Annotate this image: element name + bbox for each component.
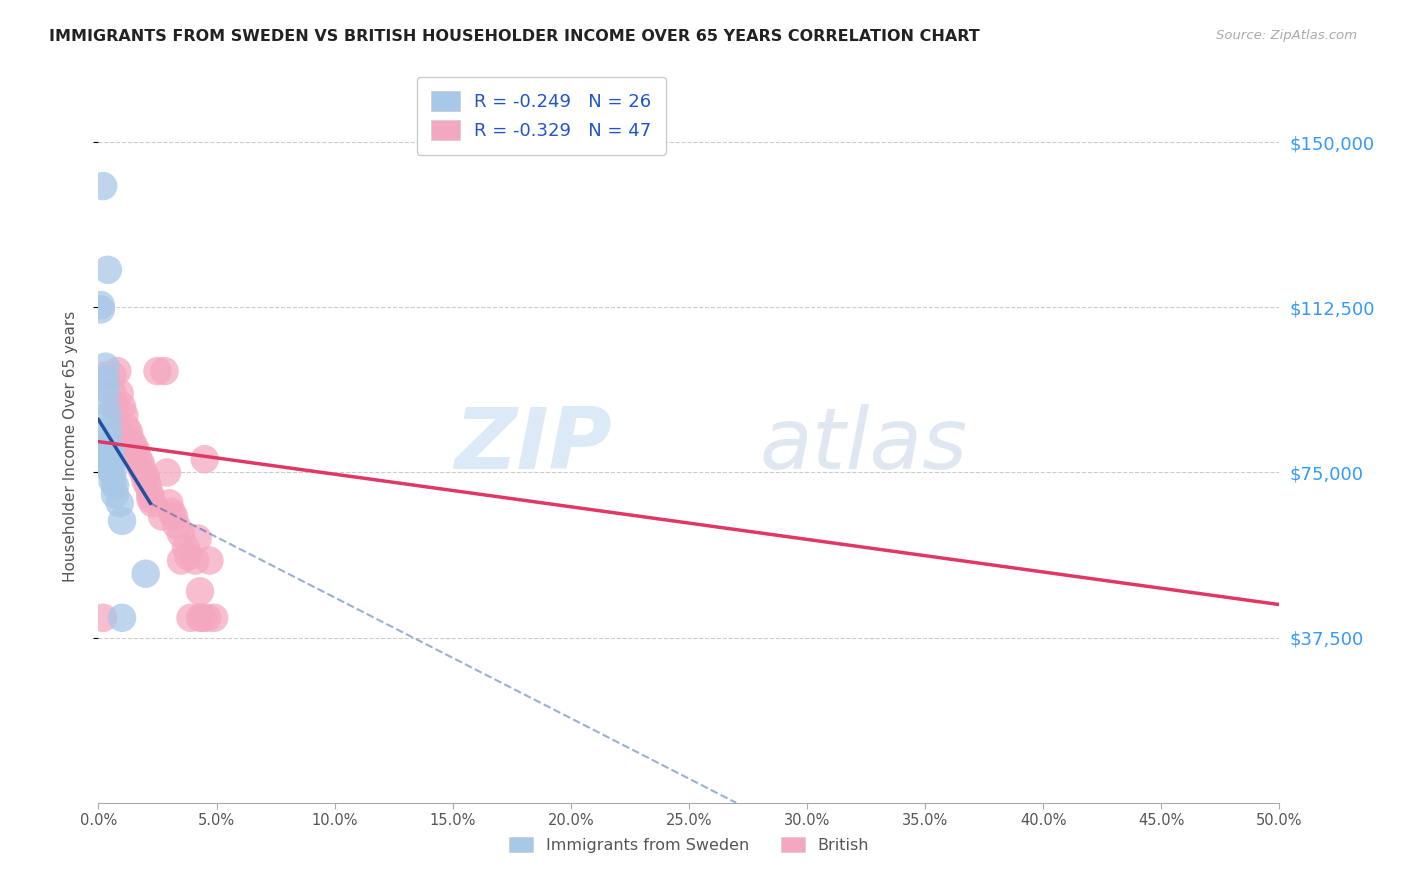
Point [98, 461, 121, 475]
Point [174, 541, 197, 555]
Point [101, 368, 124, 383]
Point [198, 553, 221, 567]
Point [195, 611, 218, 625]
Point [135, 470, 157, 484]
Point [94, 382, 117, 396]
Point [191, 611, 214, 625]
Point [125, 443, 148, 458]
Point [90, 298, 112, 312]
Point [104, 487, 127, 501]
Point [163, 509, 186, 524]
Point [121, 434, 143, 449]
Point [128, 452, 150, 467]
Point [135, 475, 157, 489]
Point [170, 527, 193, 541]
Point [165, 518, 187, 533]
Point [97, 262, 120, 277]
Point [97, 430, 120, 444]
Text: ZIP: ZIP [454, 404, 612, 488]
Point [111, 611, 134, 625]
Point [104, 400, 127, 414]
Point [94, 359, 117, 374]
Point [91, 179, 114, 194]
Point [108, 386, 131, 401]
Point [170, 553, 193, 567]
Text: atlas: atlas [759, 404, 967, 488]
Point [180, 611, 202, 625]
Point [194, 452, 217, 467]
Point [135, 566, 157, 581]
Point [146, 364, 169, 378]
Point [188, 611, 211, 625]
Point [160, 505, 183, 519]
Point [94, 368, 117, 383]
Point [184, 553, 207, 567]
Point [98, 448, 121, 462]
Point [118, 425, 141, 440]
Point [122, 443, 145, 458]
Point [91, 611, 114, 625]
Point [115, 421, 138, 435]
Point [98, 457, 121, 471]
Text: IMMIGRANTS FROM SWEDEN VS BRITISH HOUSEHOLDER INCOME OVER 65 YEARS CORRELATION C: IMMIGRANTS FROM SWEDEN VS BRITISH HOUSEH… [49, 29, 980, 44]
Point [101, 386, 124, 401]
Point [129, 461, 152, 475]
Point [98, 443, 121, 458]
Point [108, 496, 131, 510]
Y-axis label: Householder Income Over 65 years: Householder Income Over 65 years [63, 310, 77, 582]
Point [139, 491, 162, 506]
Point [122, 439, 145, 453]
Point [90, 302, 112, 317]
Point [188, 584, 211, 599]
Point [112, 408, 135, 422]
Point [101, 475, 124, 489]
Point [97, 439, 120, 453]
Point [139, 487, 162, 501]
Point [101, 466, 124, 480]
Point [187, 532, 209, 546]
Point [94, 395, 117, 409]
Point [129, 457, 152, 471]
Point [111, 400, 134, 414]
Point [136, 478, 159, 492]
Point [202, 611, 225, 625]
Point [150, 509, 173, 524]
Point [156, 466, 179, 480]
Point [142, 496, 165, 510]
Point [157, 496, 180, 510]
Point [94, 373, 117, 387]
Point [104, 478, 127, 492]
Point [132, 466, 155, 480]
Legend: Immigrants from Sweden, British: Immigrants from Sweden, British [502, 830, 876, 859]
Point [98, 452, 121, 467]
Point [97, 421, 120, 435]
Text: Source: ZipAtlas.com: Source: ZipAtlas.com [1216, 29, 1357, 42]
Point [177, 549, 200, 563]
Point [97, 408, 120, 422]
Point [98, 463, 121, 477]
Point [105, 364, 128, 378]
Point [111, 514, 134, 528]
Point [153, 364, 176, 378]
